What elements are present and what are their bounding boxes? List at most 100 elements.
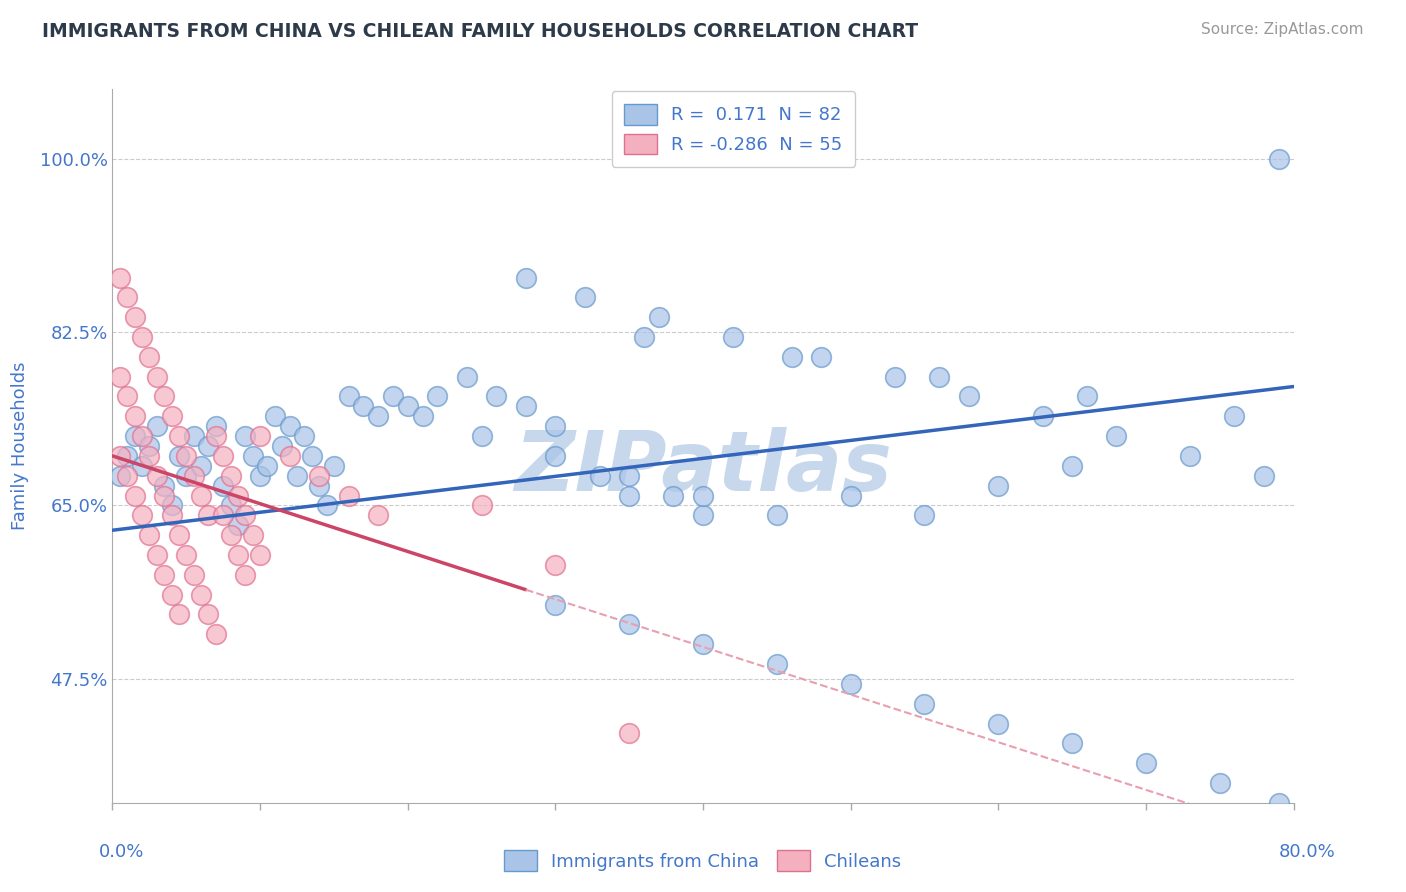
Point <box>190 458 212 473</box>
Y-axis label: Family Households: Family Households <box>10 362 28 530</box>
Point <box>426 389 449 403</box>
Point <box>721 330 744 344</box>
Point <box>1032 409 1054 424</box>
Point <box>1076 389 1098 403</box>
Legend: R =  0.171  N = 82, R = -0.286  N = 55: R = 0.171 N = 82, R = -0.286 N = 55 <box>612 91 855 167</box>
Point <box>212 449 235 463</box>
Point <box>619 726 641 740</box>
Point <box>117 449 138 463</box>
Point <box>544 558 567 572</box>
Point <box>292 429 315 443</box>
Point <box>183 567 205 582</box>
Point <box>382 389 405 403</box>
Point <box>544 419 567 434</box>
Point <box>766 657 789 671</box>
Point <box>153 478 176 492</box>
Point <box>662 489 685 503</box>
Point <box>396 400 419 414</box>
Point <box>633 330 655 344</box>
Point <box>544 449 567 463</box>
Point <box>167 528 190 542</box>
Point <box>138 528 160 542</box>
Point <box>146 419 169 434</box>
Point <box>411 409 433 424</box>
Point <box>108 468 131 483</box>
Point <box>226 489 249 503</box>
Point <box>839 677 862 691</box>
Point <box>839 489 862 503</box>
Point <box>515 270 537 285</box>
Point <box>1268 152 1291 166</box>
Point <box>131 508 153 523</box>
Point <box>233 429 256 443</box>
Point <box>242 449 264 463</box>
Point <box>278 449 301 463</box>
Point <box>190 489 212 503</box>
Text: ZIPatlas: ZIPatlas <box>515 427 891 508</box>
Point <box>914 508 936 523</box>
Point <box>367 409 389 424</box>
Point <box>249 468 271 483</box>
Point <box>212 478 235 492</box>
Point <box>766 508 789 523</box>
Point <box>692 489 714 503</box>
Point <box>174 548 197 562</box>
Point <box>692 637 714 651</box>
Point <box>233 508 256 523</box>
Point <box>242 528 264 542</box>
Point <box>138 439 160 453</box>
Point <box>278 419 301 434</box>
Point <box>249 429 271 443</box>
Point <box>1178 449 1201 463</box>
Point <box>1268 796 1291 810</box>
Point <box>108 270 131 285</box>
Point <box>219 499 242 513</box>
Point <box>226 548 249 562</box>
Point <box>108 449 131 463</box>
Point <box>124 429 146 443</box>
Legend: Immigrants from China, Chileans: Immigrants from China, Chileans <box>498 843 908 879</box>
Point <box>574 290 596 304</box>
Point <box>264 409 287 424</box>
Point <box>131 458 153 473</box>
Point <box>588 468 610 483</box>
Point <box>315 499 337 513</box>
Point <box>146 548 169 562</box>
Point <box>957 389 980 403</box>
Point <box>160 508 183 523</box>
Point <box>271 439 294 453</box>
Point <box>197 508 219 523</box>
Point <box>219 468 242 483</box>
Point <box>174 468 197 483</box>
Point <box>928 369 950 384</box>
Point <box>987 716 1010 731</box>
Point <box>485 389 508 403</box>
Point <box>153 389 176 403</box>
Text: IMMIGRANTS FROM CHINA VS CHILEAN FAMILY HOUSEHOLDS CORRELATION CHART: IMMIGRANTS FROM CHINA VS CHILEAN FAMILY … <box>42 22 918 41</box>
Point <box>205 419 228 434</box>
Point <box>226 518 249 533</box>
Point <box>197 439 219 453</box>
Point <box>153 489 176 503</box>
Point <box>124 310 146 325</box>
Point <box>619 468 641 483</box>
Point <box>1253 468 1275 483</box>
Point <box>323 458 346 473</box>
Point <box>1062 458 1084 473</box>
Point <box>117 468 138 483</box>
Point <box>117 290 138 304</box>
Point <box>183 429 205 443</box>
Point <box>131 429 153 443</box>
Point <box>124 489 146 503</box>
Point <box>131 330 153 344</box>
Point <box>117 389 138 403</box>
Point <box>1208 776 1232 790</box>
Point <box>884 369 907 384</box>
Point <box>249 548 271 562</box>
Text: 80.0%: 80.0% <box>1279 843 1336 861</box>
Point <box>183 468 205 483</box>
Point <box>205 429 228 443</box>
Point <box>470 429 494 443</box>
Point <box>146 369 169 384</box>
Point <box>219 528 242 542</box>
